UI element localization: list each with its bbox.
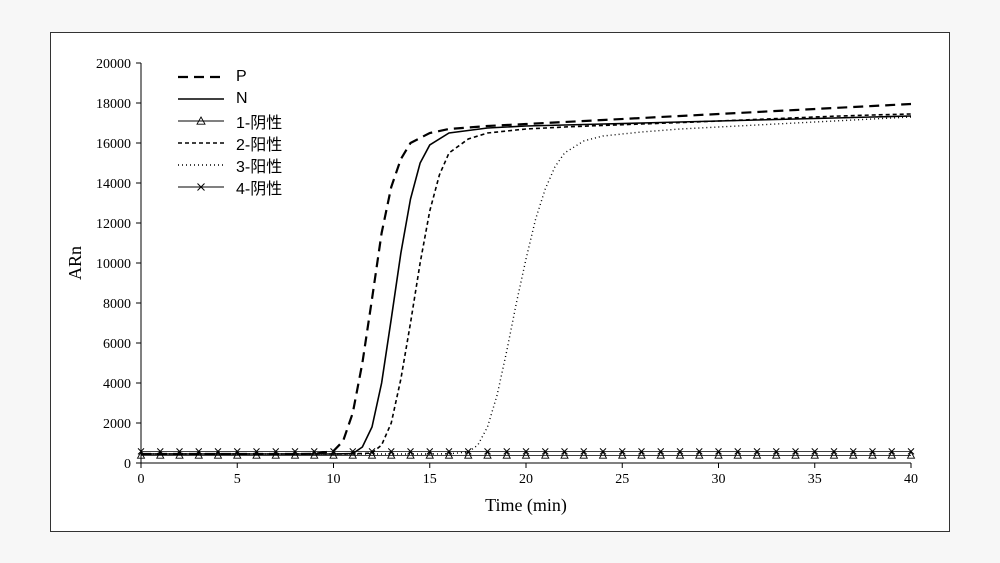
svg-text:12000: 12000 (96, 217, 131, 232)
svg-text:14000: 14000 (96, 177, 131, 192)
legend-item-neg4: 4-阴性 (176, 176, 282, 198)
svg-text:6000: 6000 (103, 337, 131, 352)
svg-text:25: 25 (615, 472, 629, 487)
legend-label-pos3: 3-阳性 (236, 153, 282, 177)
legend: PN1-阴性2-阳性3-阳性4-阴性 (176, 66, 282, 198)
svg-text:20000: 20000 (96, 57, 131, 72)
legend-item-neg1: 1-阴性 (176, 110, 282, 132)
legend-label-neg4: 4-阴性 (236, 175, 282, 199)
svg-text:30: 30 (712, 472, 726, 487)
svg-text:16000: 16000 (96, 137, 131, 152)
y-axis-label: ARn (65, 245, 85, 279)
legend-swatch-pos3 (176, 156, 226, 174)
svg-text:2000: 2000 (103, 417, 131, 432)
legend-item-P: P (176, 66, 282, 88)
x-axis-label: Time (min) (485, 495, 567, 516)
svg-text:5: 5 (234, 472, 241, 487)
svg-text:0: 0 (124, 457, 131, 472)
svg-text:20: 20 (519, 472, 533, 487)
svg-text:10000: 10000 (96, 257, 131, 272)
legend-item-pos3: 3-阳性 (176, 154, 282, 176)
legend-swatch-neg4 (176, 178, 226, 196)
legend-item-N: N (176, 88, 282, 110)
svg-text:15: 15 (423, 472, 437, 487)
legend-label-pos2: 2-阳性 (236, 131, 282, 155)
svg-text:10: 10 (327, 472, 341, 487)
legend-label-neg1: 1-阴性 (236, 109, 282, 133)
legend-swatch-P (176, 68, 226, 86)
svg-text:4000: 4000 (103, 377, 131, 392)
svg-text:0: 0 (138, 472, 145, 487)
svg-text:40: 40 (904, 472, 918, 487)
svg-text:35: 35 (808, 472, 822, 487)
legend-swatch-N (176, 90, 226, 108)
legend-swatch-pos2 (176, 134, 226, 152)
chart-panel: 0 2000 4000 6000 8000 10000 12000 14000 16000 180… (50, 32, 950, 532)
svg-text:18000: 18000 (96, 97, 131, 112)
legend-label-P: P (236, 68, 247, 86)
legend-label-N: N (236, 90, 248, 108)
svg-text:8000: 8000 (103, 297, 131, 312)
legend-item-pos2: 2-阳性 (176, 132, 282, 154)
legend-swatch-neg1 (176, 112, 226, 130)
